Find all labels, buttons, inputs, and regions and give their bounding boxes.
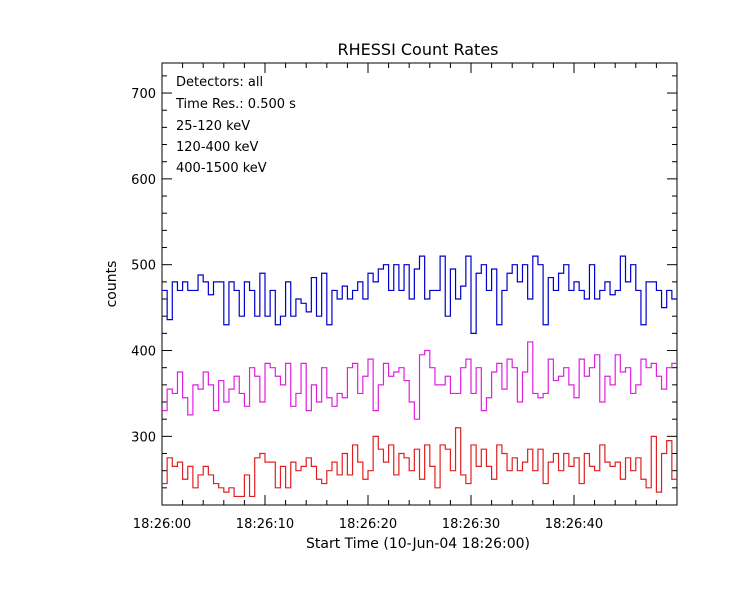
y-tick-label: 400 — [131, 345, 156, 360]
time-resolution-annotation: Time Res.: 0.500 s — [175, 97, 296, 112]
x-axis-label: Start Time (10-Jun-04 18:26:00) — [306, 536, 530, 552]
y-tick-label: 500 — [131, 259, 156, 274]
y-axis-label: counts — [104, 261, 120, 308]
x-axis: 18:26:00 18:26:10 18:26:20 18:26:30 18:26:40 — [133, 63, 678, 532]
detectors-annotation: Detectors: all — [176, 75, 263, 90]
y-axis: 300 400 500 600 700 — [131, 75, 677, 489]
x-tick-label: 18:26:20 — [339, 517, 397, 532]
y-tick-label: 700 — [131, 87, 156, 102]
legend-entry-25-120-kev: 25-120 keV — [176, 119, 250, 134]
x-tick-label: 18:26:00 — [133, 517, 191, 532]
plot-frame — [161, 62, 678, 506]
legend-entry-120-400-kev: 120-400 keV — [176, 140, 259, 155]
data-traces — [162, 255, 677, 498]
x-tick-label: 18:26:40 — [545, 517, 603, 532]
series-line-120-400-kev — [162, 341, 677, 420]
chart-title: RHESSI Count Rates — [338, 40, 499, 59]
series-line-400-1500-kev — [162, 427, 677, 498]
x-tick-label: 18:26:10 — [236, 517, 294, 532]
series-line-25-120-kev — [162, 255, 677, 334]
y-tick-label: 600 — [131, 173, 156, 188]
x-tick-label: 18:26:30 — [442, 517, 500, 532]
legend-entry-400-1500-kev: 400-1500 keV — [176, 161, 267, 176]
y-tick-label: 300 — [131, 430, 156, 445]
